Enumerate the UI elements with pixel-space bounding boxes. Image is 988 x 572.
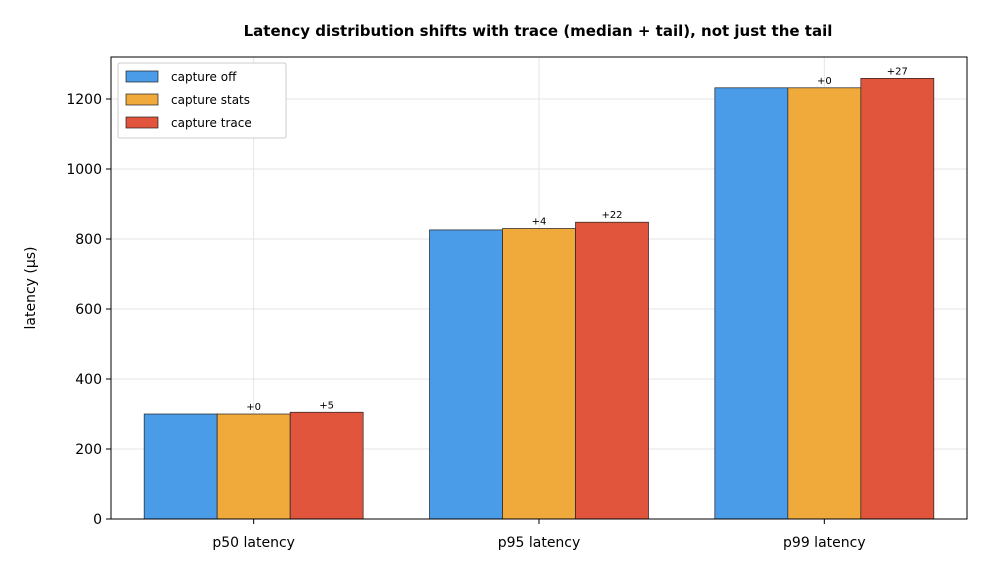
data-label: +0 — [817, 76, 832, 87]
y-tick-label: 800 — [75, 232, 102, 248]
y-tick-label: 600 — [75, 302, 102, 318]
bar — [860, 77, 935, 520]
y-tick-label: 0 — [93, 512, 102, 528]
x-axis: p50 latency p95 latency p99 latency — [212, 519, 866, 551]
x-tick-label: p99 latency — [783, 535, 866, 551]
y-tick-label: 1200 — [66, 92, 102, 108]
legend-swatch — [125, 116, 159, 129]
data-label: +0 — [246, 402, 261, 413]
legend-swatch — [125, 93, 159, 106]
legend-label: capture trace — [171, 116, 252, 130]
data-label: +27 — [887, 66, 908, 77]
x-tick-label: p50 latency — [212, 535, 295, 551]
bar — [787, 87, 862, 520]
legend-label: capture stats — [171, 93, 250, 107]
bar — [575, 221, 649, 520]
bar — [143, 413, 218, 520]
data-label: +5 — [319, 400, 334, 411]
legend: capture off capture stats capture trace — [117, 62, 287, 139]
bar — [502, 228, 576, 520]
x-tick-label: p95 latency — [498, 535, 581, 551]
y-axis-label: latency (µs) — [23, 246, 39, 329]
y-tick-label: 200 — [75, 442, 102, 458]
data-label: +22 — [601, 210, 622, 221]
bar — [429, 229, 503, 520]
bar — [216, 413, 291, 520]
y-tick-label: 1000 — [66, 162, 102, 178]
y-tick-label: 400 — [75, 372, 102, 388]
legend-swatch — [125, 70, 159, 83]
legend-box — [117, 62, 287, 139]
chart-title: Latency distribution shifts with trace (… — [244, 22, 833, 40]
y-axis: 0 200 400 600 800 1000 1200 — [66, 92, 111, 528]
bar — [289, 411, 364, 520]
data-label: +4 — [532, 217, 547, 228]
bars-layer — [143, 77, 935, 520]
data-labels-layer: +0 +5 +4 +22 +0 +27 — [246, 66, 908, 413]
legend-label: capture off — [171, 70, 237, 84]
bar — [714, 87, 789, 520]
